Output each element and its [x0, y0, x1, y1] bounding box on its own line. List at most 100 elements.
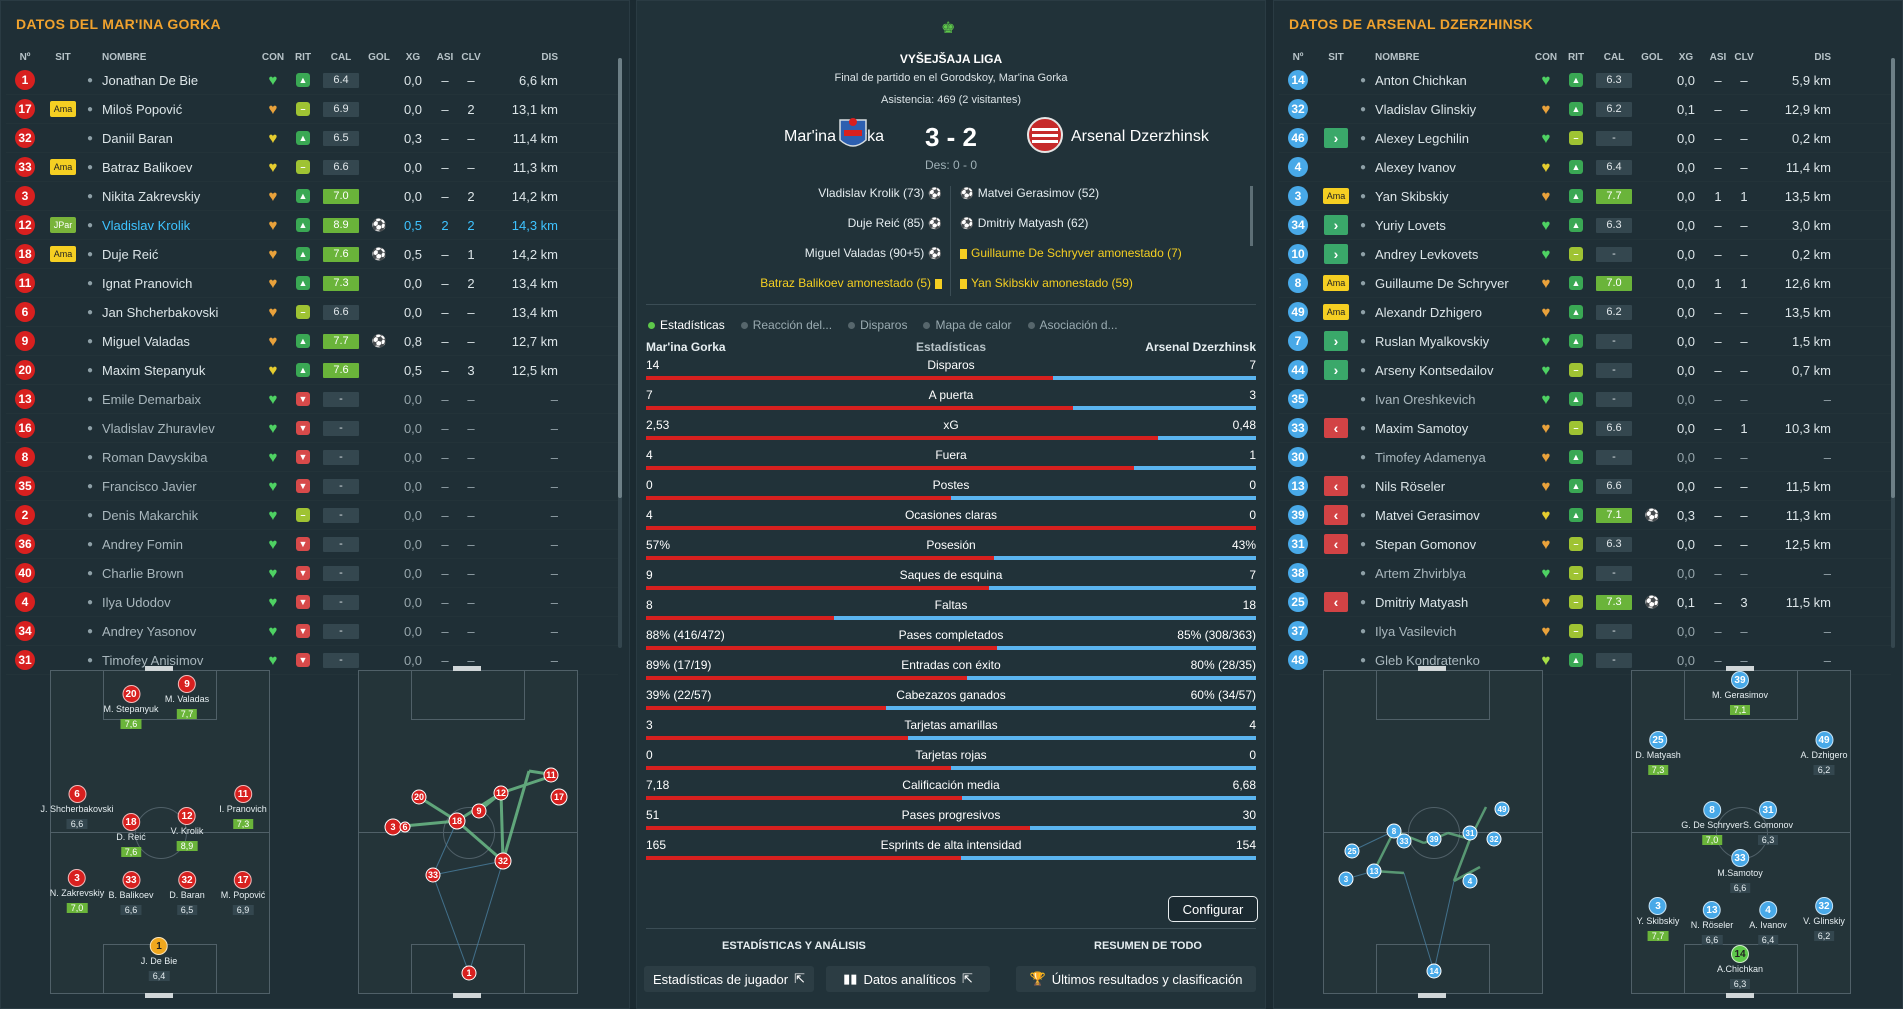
player-name[interactable]: Timofey Adamenya	[1375, 449, 1486, 465]
player-name[interactable]: Maxim Stepanyuk	[102, 362, 206, 378]
player-name[interactable]: Daniil Baran	[102, 130, 173, 146]
column-header[interactable]: DIS	[541, 51, 558, 63]
column-header[interactable]: DIS	[1814, 51, 1831, 63]
player-name[interactable]: Matvei Gerasimov	[1375, 507, 1480, 523]
tab-4[interactable]: Asociación d...	[1027, 318, 1118, 332]
player-name[interactable]: Francisco Javier	[102, 478, 197, 494]
tab-2[interactable]: Disparos	[848, 318, 907, 332]
player-name[interactable]: Yuriy Lovets	[1375, 217, 1446, 233]
column-header[interactable]: Nº	[19, 51, 31, 63]
home-goal-event[interactable]: Duje Reić (85) ⚽	[848, 216, 946, 230]
table-row[interactable]: 11 ● Ignat Pranovich ♥ ▲ 7.3 0,0 – 2 13,4 km	[6, 269, 618, 298]
formation-player[interactable]: 4 A. Ivanov 6,4	[1749, 901, 1787, 948]
player-name[interactable]: Ignat Pranovich	[102, 275, 193, 291]
formation-player[interactable]: 11 I. Pranovich 7,3	[219, 785, 267, 832]
formation-player[interactable]: 32 V. Glinskiy 6,2	[1803, 897, 1845, 944]
table-row[interactable]: 3 ● Nikita Zakrevskiy ♥ ▲ 7.0 0,0 – 2 14,2 km	[6, 182, 618, 211]
player-name[interactable]: Duje Reić	[102, 246, 159, 262]
away-card-event[interactable]: Yan Skibskiv amonestado (59)	[956, 276, 1133, 290]
table-row[interactable]: 46 › ● Alexey Legchilin ♥ – -0,0– –0,2 km	[1279, 124, 1891, 153]
column-header[interactable]: CLV	[1734, 51, 1754, 63]
table-row[interactable]: 30 ● Timofey Adamenya ♥ ▲ - 0,0 – – –	[1279, 443, 1891, 472]
away-goal-event[interactable]: ⚽ Matvei Gerasimov (52)	[956, 186, 1099, 200]
column-header[interactable]: NOMBRE	[102, 51, 147, 63]
formation-player[interactable]: 49 A. Dzhigero 6,2	[1800, 731, 1848, 778]
formation-player[interactable]: 31 S. Gomonov 6,3	[1743, 801, 1793, 848]
column-header[interactable]: SIT	[55, 51, 71, 63]
player-name[interactable]: Anton Chichkan	[1375, 72, 1467, 88]
away-team-name[interactable]: Arsenal Dzerzhinsk	[1071, 128, 1209, 145]
player-name[interactable]: Maxim Samotoy	[1375, 420, 1469, 436]
table-row[interactable]: 38 ● Artem Zhvirblya ♥ – -0,0– – –	[1279, 559, 1891, 588]
away-card-event[interactable]: Guillaume De Schryver amonestado (7)	[956, 246, 1182, 260]
player-name[interactable]: Alexey Legchilin	[1375, 130, 1469, 146]
table-row[interactable]: 31 ● Timofey Anisimov ♥ ▼ - 0,0 – – –	[6, 646, 618, 675]
player-name[interactable]: Jonathan De Bie	[102, 72, 199, 88]
column-header[interactable]: ASI	[436, 51, 454, 63]
formation-player[interactable]: 1 J. De Bie 6,4	[141, 937, 177, 984]
table-row[interactable]: 33 ‹ ● Maxim Samotoy ♥ –6.6 0,0–1 10,3 km	[1279, 414, 1891, 443]
table-row[interactable]: 49 Ama ● Alexandr Dzhigero ♥ ▲ 6.2 0,0 – – 13,5 km	[1279, 298, 1891, 327]
player-name[interactable]: Emile Demarbaix	[102, 391, 201, 407]
player-name[interactable]: Ruslan Myalkovskiy	[1375, 333, 1490, 349]
player-name[interactable]: Arseny Kontsedailov	[1375, 362, 1494, 378]
player-name[interactable]: Vladislav Zhuravlev	[102, 420, 215, 436]
player-name[interactable]: Andrey Levkovets	[1375, 246, 1479, 262]
column-header[interactable]: XG	[405, 51, 421, 63]
player-name[interactable]: Alexey Ivanov	[1375, 159, 1456, 175]
table-row[interactable]: 37 ● Ilya Vasilevich ♥ – -0,0– – –	[1279, 617, 1891, 646]
table-row[interactable]: 34 ● Andrey Yasonov ♥ ▼ - 0,0 – – –	[6, 617, 618, 646]
table-row[interactable]: 2 ● Denis Makarchik ♥ – -0,0– – –	[6, 501, 618, 530]
tab-3[interactable]: Mapa de calor	[923, 318, 1012, 332]
table-row[interactable]: 6 ● Jan Shcherbakovski ♥ –6.6 0,0– –13,4 km	[6, 298, 618, 327]
table-row[interactable]: 20 ● Maxim Stepanyuk ♥ ▲ 7.6 0,5 – 3 12,5 km	[6, 356, 618, 385]
column-header[interactable]: GOL	[1641, 51, 1663, 63]
player-name[interactable]: Nikita Zakrevskiy	[102, 188, 201, 204]
home-crest-icon[interactable]	[836, 116, 870, 154]
formation-player[interactable]: 33 B. Balikoev 6,6	[108, 871, 154, 918]
column-header[interactable]: CAL	[1603, 51, 1625, 63]
analytics-button[interactable]: ▮▮ Datos analíticos ⇱	[826, 966, 990, 992]
table-row[interactable]: 25 ‹ ● Dmitriy Matyash ♥ –7.3 ⚽ 0,1–3 11,5 km	[1279, 588, 1891, 617]
player-name[interactable]: Ilya Vasilevich	[1375, 623, 1457, 639]
table-row[interactable]: 4 ● Ilya Udodov ♥ ▼ - 0,0 – – –	[6, 588, 618, 617]
player-name[interactable]: Artem Zhvirblya	[1375, 565, 1467, 581]
table-row[interactable]: 17 Ama ● Miloš Popović ♥ –6.9 0,0–2 13,1 km	[6, 95, 618, 124]
formation-player[interactable]: 12 V. Krolik 8,9	[171, 807, 203, 854]
table-row[interactable]: 13 ● Emile Demarbaix ♥ ▼ - 0,0 – – –	[6, 385, 618, 414]
table-row[interactable]: 35 ● Ivan Oreshkevich ♥ ▲ - 0,0 – – –	[1279, 385, 1891, 414]
table-row[interactable]: 4 ● Alexey Ivanov ♥ ▲ 6.4 0,0 – – 11,4 km	[1279, 153, 1891, 182]
player-name[interactable]: Vladislav Glinskiy	[1375, 101, 1477, 117]
column-header[interactable]: RIT	[294, 51, 312, 63]
player-stats-button[interactable]: Estadísticas de jugador ⇱	[644, 966, 814, 992]
table-row[interactable]: 9 ● Miguel Valadas ♥ ▲ 7.7 ⚽ 0,8 – – 12,7 km	[6, 327, 618, 356]
table-row[interactable]: 7 › ● Ruslan Myalkovskiy ♥ ▲ - 0,0 – – 1,5 km	[1279, 327, 1891, 356]
column-header[interactable]: ASI	[1709, 51, 1727, 63]
table-row[interactable]: 13 ‹ ● Nils Röseler ♥ ▲ 6.6 0,0 – – 11,5 km	[1279, 472, 1891, 501]
column-header[interactable]: Nº	[1292, 51, 1304, 63]
formation-player[interactable]: 17 M. Popović 6,9	[221, 871, 265, 918]
table-row[interactable]: 32 ● Daniil Baran ♥ ▲ 6.5 0,3 – – 11,4 km	[6, 124, 618, 153]
results-standings-button[interactable]: 🏆 Últimos resultados y clasificación	[1016, 966, 1256, 992]
table-row[interactable]: 8 Ama ● Guillaume De Schryver ♥ ▲ 7.0 0,0 1 1 12,6…	[1279, 269, 1891, 298]
table-row[interactable]: 12 JPar ● Vladislav Krolik ♥ ▲ 8.9 ⚽ 0,5 2 2 14,3 k…	[6, 211, 618, 240]
table-row[interactable]: 10 › ● Andrey Levkovets ♥ – -0,0– –0,2 km	[1279, 240, 1891, 269]
table-row[interactable]: 31 ‹ ● Stepan Gomonov ♥ –6.3 0,0– –12,5 km	[1279, 530, 1891, 559]
formation-player[interactable]: 18 D. Reić 7,6	[116, 813, 146, 860]
formation-player[interactable]: 20 M. Stepanyuk 7,6	[103, 685, 159, 732]
player-name[interactable]: Miguel Valadas	[102, 333, 190, 349]
home-goal-event[interactable]: Vladislav Krolik (73) ⚽	[818, 186, 946, 200]
formation-player[interactable]: 33 M.Samotoy 6,6	[1717, 849, 1763, 896]
table-row[interactable]: 18 Ama ● Duje Reić ♥ ▲ 7.6 ⚽ 0,5 – 1 14,2 km	[6, 240, 618, 269]
player-name[interactable]: Andrey Yasonov	[102, 623, 197, 639]
table-row[interactable]: 44 › ● Arseny Kontsedailov ♥ – -0,0– –0,7 km	[1279, 356, 1891, 385]
table-row[interactable]: 48 ● Gleb Kondratenko ♥ ▲ - 0,0 – – –	[1279, 646, 1891, 675]
formation-player[interactable]: 25 D. Matyash 7,3	[1635, 731, 1681, 778]
formation-player[interactable]: 8 G. De Schryver 7,0	[1681, 801, 1743, 848]
player-name[interactable]: Timofey Anisimov	[102, 652, 204, 668]
table-row[interactable]: 33 Ama ● Batraz Balikoev ♥ –6.6 0,0– –11,3 km	[6, 153, 618, 182]
player-name[interactable]: Vladislav Krolik	[102, 217, 191, 233]
player-name[interactable]: Denis Makarchik	[102, 507, 199, 523]
events-scrollbar[interactable]	[1250, 186, 1253, 246]
table-row[interactable]: 14 ● Anton Chichkan ♥ ▲ 6.3 0,0 – – 5,9 km	[1279, 66, 1891, 95]
